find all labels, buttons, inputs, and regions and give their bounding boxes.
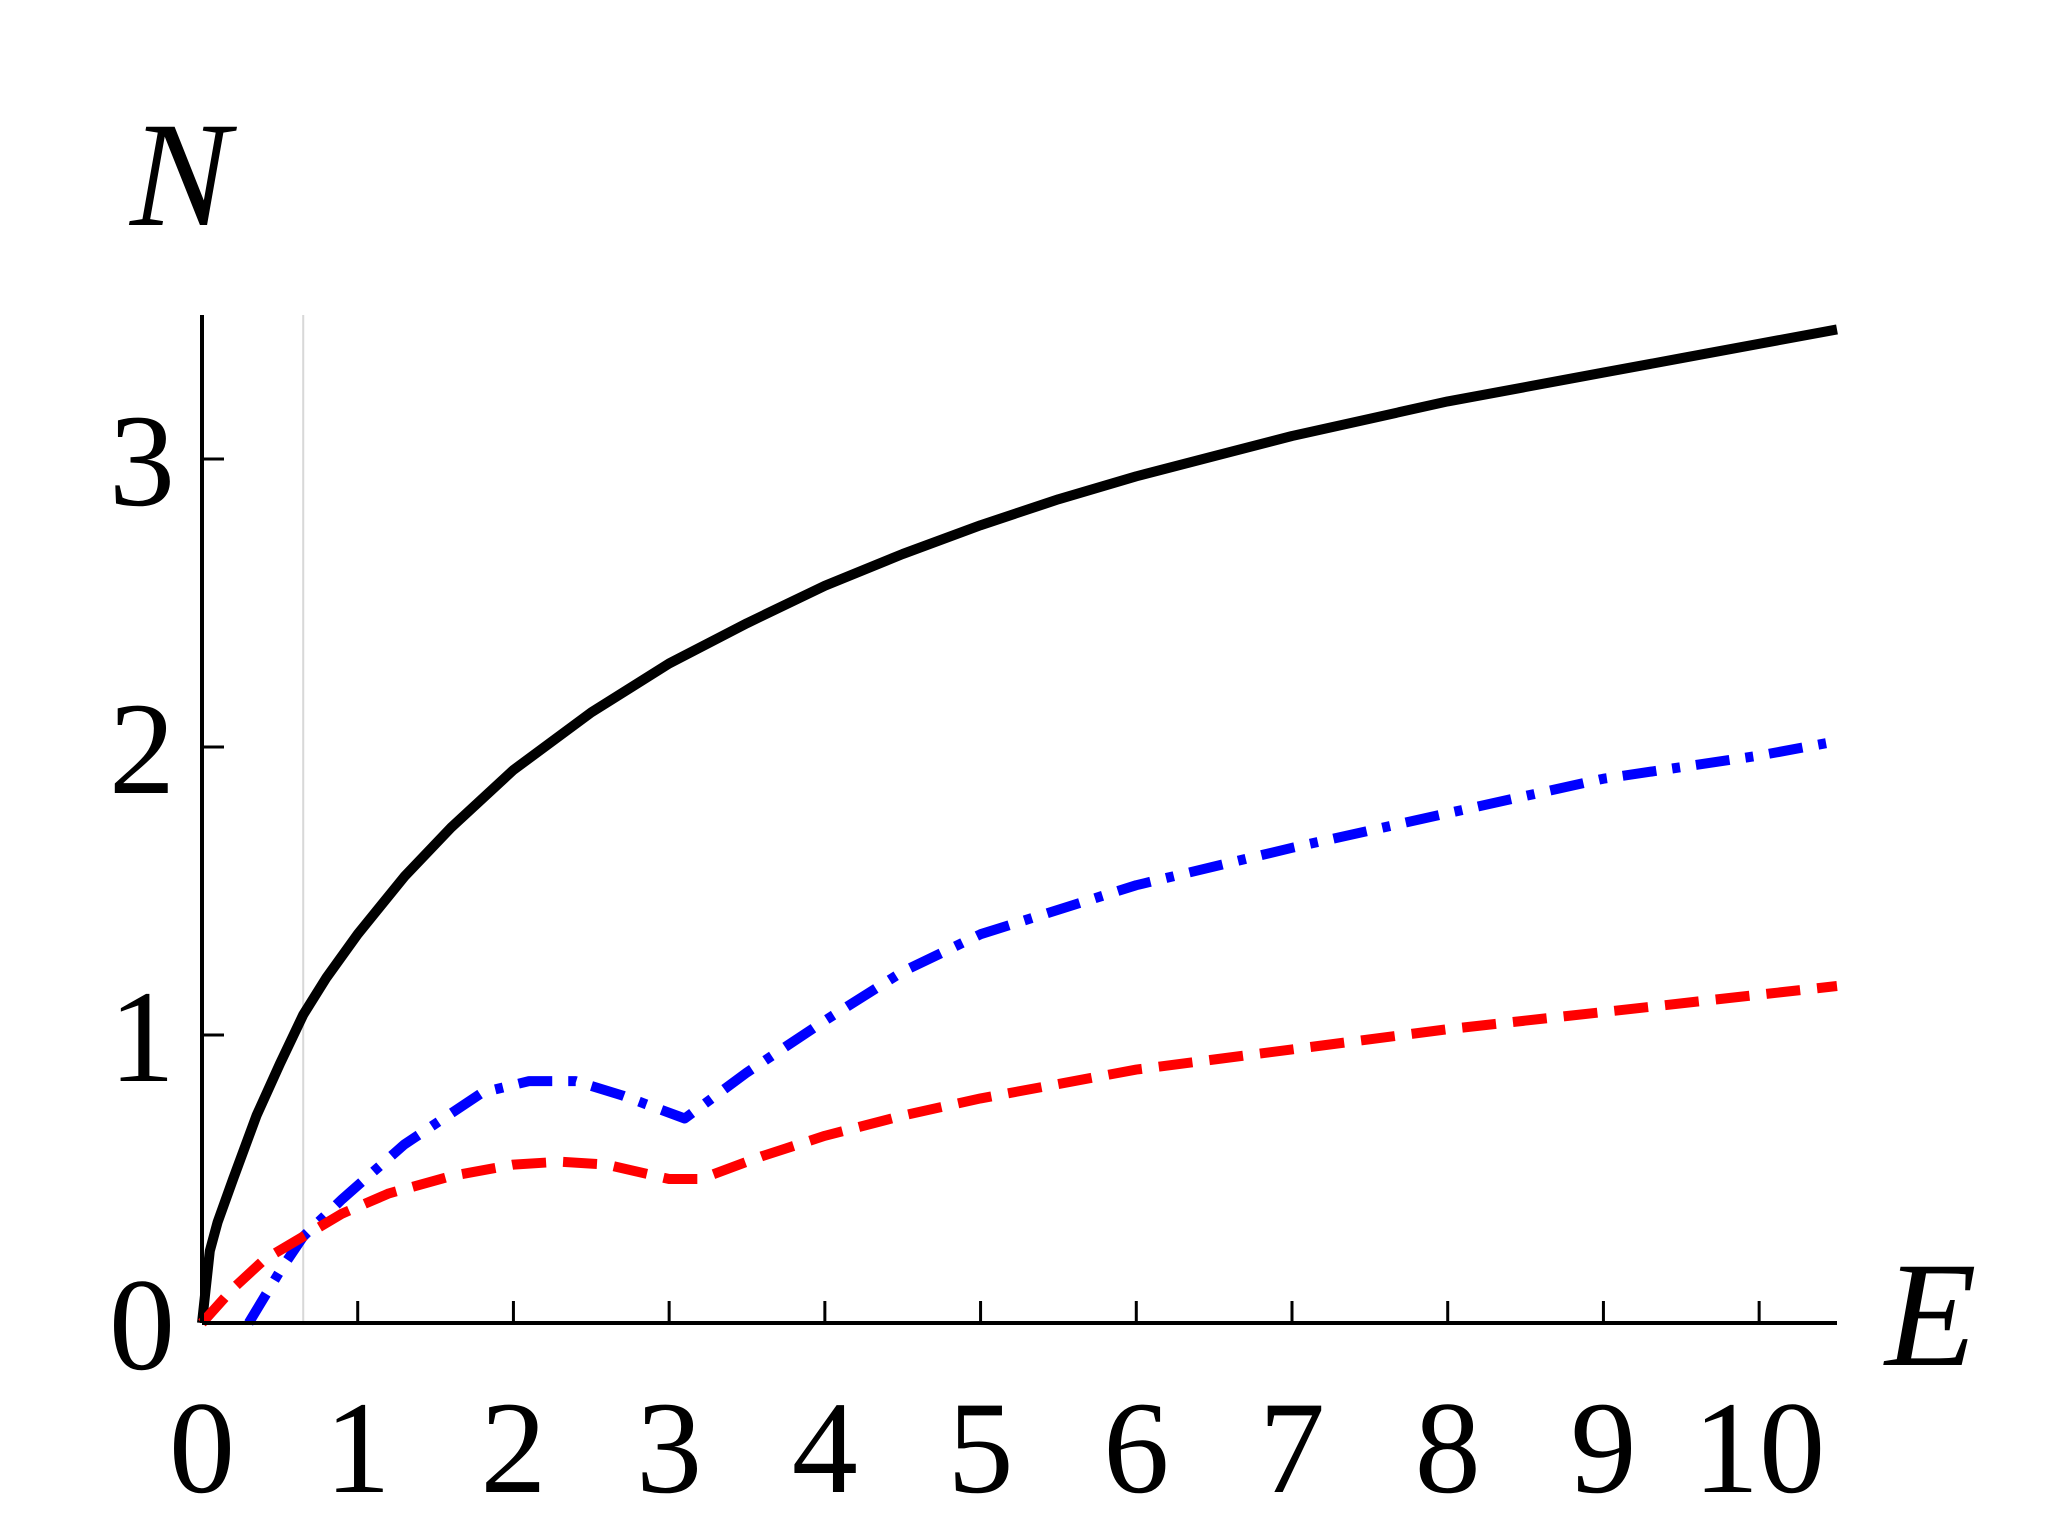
y-ticks: 0 1 2 3 — [109, 387, 224, 1398]
x-axis-label: E — [1883, 1232, 1977, 1398]
x-tick-label: 0 — [169, 1374, 235, 1521]
x-tick-label: 5 — [948, 1374, 1014, 1521]
x-tick-label: 1 — [325, 1374, 391, 1521]
series-line-solid — [197, 324, 1838, 1324]
x-tick-label: 6 — [1103, 1374, 1169, 1521]
y-tick-label: 2 — [109, 675, 175, 822]
series-layer — [197, 324, 1838, 1327]
x-tick-label: 4 — [792, 1374, 858, 1521]
x-tick-label: 3 — [636, 1374, 702, 1521]
y-axis-label: N — [128, 92, 237, 258]
x-tick-label: 9 — [1570, 1374, 1636, 1521]
y-tick-label: 0 — [109, 1251, 175, 1398]
y-tick-label: 3 — [109, 387, 175, 534]
series-line-dashdot — [244, 736, 1838, 1326]
x-tick-label: 10 — [1693, 1374, 1825, 1521]
y-tick-label: 1 — [109, 963, 175, 1110]
x-tick-label: 7 — [1259, 1374, 1325, 1521]
series-line-dashed — [198, 981, 1838, 1327]
x-tick-label: 2 — [480, 1374, 546, 1521]
x-ticks: 0 1 2 3 4 5 6 7 8 9 10 — [169, 1301, 1825, 1521]
x-tick-label: 8 — [1415, 1374, 1481, 1521]
